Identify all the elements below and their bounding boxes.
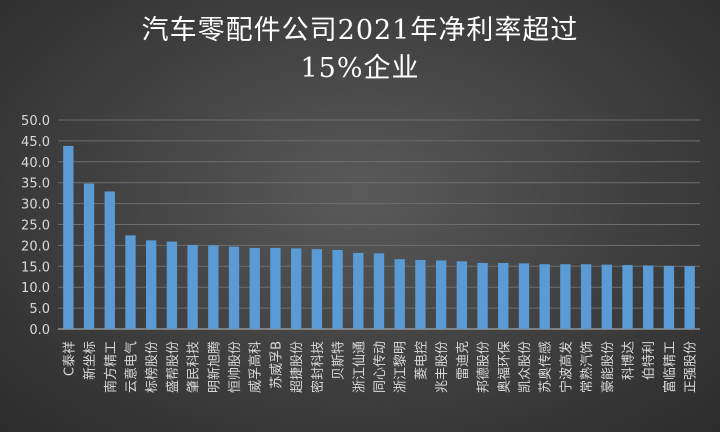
x-tick-label: 明新旭腾 xyxy=(206,341,222,393)
bar xyxy=(456,261,468,329)
x-tick-label: 富临精工 xyxy=(662,341,678,393)
y-tick-label: 0.0 xyxy=(29,323,50,338)
x-tick-label: 邦德股份 xyxy=(477,341,492,393)
bar xyxy=(684,266,695,329)
x-tick-label: 同心传动 xyxy=(373,341,388,393)
y-tick-label: 10.0 xyxy=(21,281,50,296)
y-tick-label: 50.0 xyxy=(21,114,50,129)
y-axis: 0.0 5.0 10.0 15.0 20.0 25.0 30.0 35.0 40.0 45.0 50… xyxy=(21,114,50,338)
bar xyxy=(104,191,115,329)
bar xyxy=(146,240,157,329)
bar xyxy=(125,235,136,329)
bar xyxy=(601,264,612,329)
x-tick-label: C泰祥 xyxy=(62,341,77,376)
x-tick-label: 密封科技 xyxy=(310,341,326,393)
bar xyxy=(290,248,302,329)
y-tick-label: 30.0 xyxy=(21,198,50,213)
y-tick-label: 15.0 xyxy=(21,260,50,275)
bars xyxy=(63,145,695,329)
y-tick-label: 45.0 xyxy=(21,135,50,150)
bar xyxy=(643,265,654,329)
bar xyxy=(415,260,426,329)
y-tick-label: 25.0 xyxy=(21,219,50,234)
x-tick-label: 标榜股份 xyxy=(144,341,160,393)
bar xyxy=(270,247,281,329)
chart-title-line-2: 15%企业 xyxy=(300,53,420,84)
bar xyxy=(663,265,675,329)
y-tick-label: 20.0 xyxy=(21,239,50,254)
x-tick-label: 超捷股份 xyxy=(290,341,305,393)
bar xyxy=(560,264,571,329)
y-tick-label: 5.0 xyxy=(29,302,50,317)
bar xyxy=(311,249,323,329)
x-tick-label: 浙江黎明 xyxy=(394,341,409,393)
x-tick-label: 南方精工 xyxy=(103,341,119,393)
bar xyxy=(580,264,592,329)
x-tick-label: 盛帮股份 xyxy=(166,341,181,393)
x-tick-label: 贝斯特 xyxy=(332,341,347,380)
y-tick-label: 40.0 xyxy=(21,156,50,171)
x-tick-label: 新坐标 xyxy=(82,341,98,380)
bar xyxy=(498,262,509,329)
bar xyxy=(435,260,447,329)
x-tick-label: 菱电控 xyxy=(414,341,429,380)
bar xyxy=(373,253,385,329)
bar xyxy=(187,244,198,329)
bar xyxy=(477,262,488,329)
bar xyxy=(208,245,219,329)
bar xyxy=(353,252,364,329)
bar xyxy=(83,183,95,329)
x-tick-label: 科博达 xyxy=(622,341,637,380)
x-axis: C泰祥 新坐标 南方精工 云意电气 标榜股份 盛帮股份 肇民科技 明新旭腾 恒帅股份 威孚高科 苏威… xyxy=(62,341,698,393)
x-tick-label: 浙江仙通 xyxy=(352,341,367,393)
y-tick-label: 35.0 xyxy=(21,177,50,192)
x-tick-label: 常熟汽饰 xyxy=(579,341,595,393)
x-tick-label: 苏威孚B xyxy=(268,341,284,389)
x-tick-label: 凯众股份 xyxy=(518,341,533,393)
bar xyxy=(166,241,178,329)
chart-title-line-1: 汽车零配件公司2021年净利率超过 xyxy=(141,15,579,46)
x-tick-label: 兆丰股份 xyxy=(435,341,450,393)
bar xyxy=(539,264,550,329)
x-tick-label: 雷迪克 xyxy=(456,341,471,380)
chart-title: 汽车零配件公司2021年净利率超过 15%企业 xyxy=(0,12,720,88)
x-tick-label: 肇民科技 xyxy=(187,341,202,393)
bar xyxy=(622,265,633,329)
x-tick-label: 苏奥传感 xyxy=(538,341,554,393)
bar xyxy=(518,263,530,329)
x-tick-label: 豪能股份 xyxy=(600,341,616,393)
bar xyxy=(332,249,343,329)
x-tick-label: 恒帅股份 xyxy=(228,341,243,393)
x-tick-label: 威孚高科 xyxy=(248,341,264,393)
bar xyxy=(249,247,260,329)
x-tick-label: 伯特利 xyxy=(642,341,657,380)
x-tick-label: 正强股份 xyxy=(684,341,699,393)
x-tick-label: 云意电气 xyxy=(123,341,139,393)
gridlines xyxy=(58,119,700,330)
x-tick-label: 宁波高发 xyxy=(558,341,574,393)
bar xyxy=(63,145,74,329)
bar xyxy=(394,259,405,329)
bar xyxy=(228,246,240,329)
x-tick-label: 奥福环保 xyxy=(497,341,512,393)
